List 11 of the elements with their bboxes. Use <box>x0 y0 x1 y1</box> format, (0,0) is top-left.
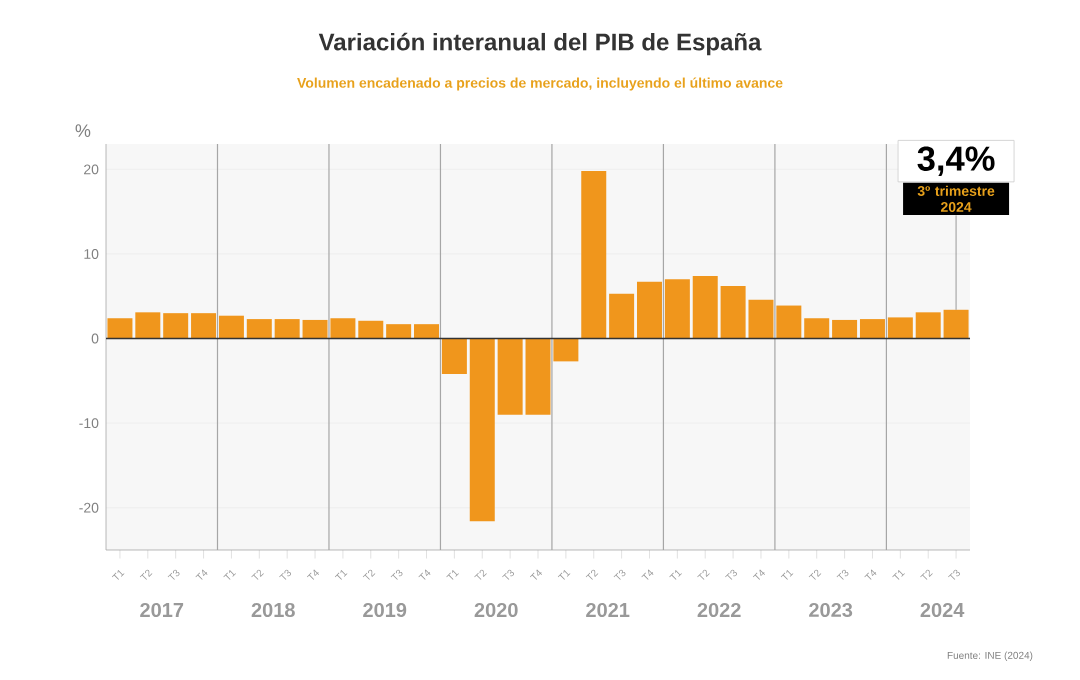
text: 2023 <box>809 602 853 618</box>
chart-title: Variación interanual del PIB de España <box>318 32 762 56</box>
text: 2019 <box>363 602 407 618</box>
text: 2017 <box>140 602 184 618</box>
text: 2018 <box>251 602 295 618</box>
text: 2020 <box>474 602 518 618</box>
text: 2024 <box>920 602 965 618</box>
annotation: 3,4% <box>917 146 995 176</box>
text: 2022 <box>697 602 741 618</box>
y-axis-title: % <box>75 124 91 137</box>
text: 2021 <box>586 602 630 618</box>
